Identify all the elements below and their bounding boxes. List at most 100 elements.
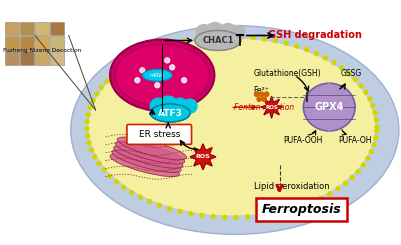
Circle shape <box>178 209 182 213</box>
Circle shape <box>162 45 166 49</box>
Ellipse shape <box>110 154 179 177</box>
Text: PUFA-OOH: PUFA-OOH <box>284 136 323 145</box>
Circle shape <box>344 181 347 185</box>
Text: PUFA-OH: PUFA-OH <box>338 136 372 145</box>
Text: ROS: ROS <box>196 154 211 159</box>
Circle shape <box>231 25 245 39</box>
Text: CHAC1: CHAC1 <box>202 36 234 45</box>
Text: Fenton reaction: Fenton reaction <box>234 103 294 111</box>
Text: ATF3: ATF3 <box>158 109 182 118</box>
Circle shape <box>223 215 227 219</box>
Circle shape <box>350 175 354 180</box>
Ellipse shape <box>115 44 209 106</box>
Circle shape <box>118 67 122 71</box>
Circle shape <box>364 90 368 94</box>
Circle shape <box>99 85 103 89</box>
Bar <box>5 37 19 50</box>
Circle shape <box>268 212 272 216</box>
Circle shape <box>259 92 264 96</box>
Circle shape <box>93 155 97 159</box>
Circle shape <box>155 83 160 88</box>
Circle shape <box>372 143 376 147</box>
Circle shape <box>206 36 210 40</box>
Bar <box>35 37 49 50</box>
Circle shape <box>234 215 238 220</box>
Polygon shape <box>190 144 216 170</box>
Bar <box>35 51 49 65</box>
Circle shape <box>374 136 378 140</box>
Ellipse shape <box>142 69 172 81</box>
Ellipse shape <box>304 83 355 131</box>
Circle shape <box>95 92 99 96</box>
Circle shape <box>148 199 152 204</box>
Circle shape <box>332 61 336 65</box>
FancyBboxPatch shape <box>127 124 192 144</box>
Circle shape <box>140 68 145 73</box>
Ellipse shape <box>117 137 186 160</box>
Ellipse shape <box>110 39 215 111</box>
Text: GSH degradation: GSH degradation <box>268 30 362 40</box>
FancyBboxPatch shape <box>256 198 347 221</box>
Circle shape <box>130 191 134 195</box>
Text: Ferroptosis: Ferroptosis <box>261 203 341 216</box>
Bar <box>35 22 49 36</box>
Circle shape <box>251 36 255 39</box>
Text: GSSG: GSSG <box>340 69 362 78</box>
Circle shape <box>138 195 142 199</box>
Circle shape <box>284 41 288 45</box>
Circle shape <box>172 98 188 114</box>
Circle shape <box>310 200 314 205</box>
Circle shape <box>217 35 221 39</box>
Circle shape <box>108 174 112 178</box>
Ellipse shape <box>150 104 190 122</box>
Circle shape <box>158 96 178 116</box>
Circle shape <box>368 97 372 101</box>
Circle shape <box>172 42 176 46</box>
Circle shape <box>356 170 360 173</box>
Circle shape <box>219 24 237 41</box>
Circle shape <box>369 150 373 154</box>
Circle shape <box>273 39 277 43</box>
Circle shape <box>85 127 89 131</box>
Bar <box>5 51 19 65</box>
Circle shape <box>336 187 340 191</box>
Circle shape <box>229 35 232 38</box>
Ellipse shape <box>150 104 190 122</box>
Circle shape <box>263 37 267 41</box>
Circle shape <box>290 208 294 211</box>
Circle shape <box>340 66 344 70</box>
Circle shape <box>89 148 93 152</box>
Circle shape <box>183 99 197 113</box>
Ellipse shape <box>321 83 337 131</box>
Circle shape <box>305 48 309 51</box>
Circle shape <box>328 192 332 196</box>
Circle shape <box>371 104 375 108</box>
Circle shape <box>264 92 269 96</box>
Circle shape <box>300 204 304 208</box>
Circle shape <box>362 163 365 167</box>
Circle shape <box>240 35 244 39</box>
Text: Fe²⁺: Fe²⁺ <box>254 86 269 95</box>
Circle shape <box>150 98 166 114</box>
Text: Fuzheng Nizeng Decoction: Fuzheng Nizeng Decoction <box>3 48 81 53</box>
Circle shape <box>126 62 130 66</box>
Circle shape <box>279 210 283 214</box>
Circle shape <box>102 168 106 172</box>
Circle shape <box>319 196 323 200</box>
Bar <box>20 22 34 36</box>
Circle shape <box>205 23 225 42</box>
Ellipse shape <box>112 149 181 172</box>
Circle shape <box>196 24 212 40</box>
Circle shape <box>375 118 379 122</box>
Bar <box>50 22 64 36</box>
Circle shape <box>366 157 370 160</box>
Circle shape <box>189 212 193 216</box>
Text: Lipid peroxidation: Lipid peroxidation <box>254 182 329 191</box>
Circle shape <box>255 92 259 96</box>
Circle shape <box>167 207 171 211</box>
Circle shape <box>245 215 249 219</box>
Circle shape <box>353 77 357 81</box>
Circle shape <box>105 79 109 83</box>
Circle shape <box>170 65 175 70</box>
Circle shape <box>157 203 161 207</box>
